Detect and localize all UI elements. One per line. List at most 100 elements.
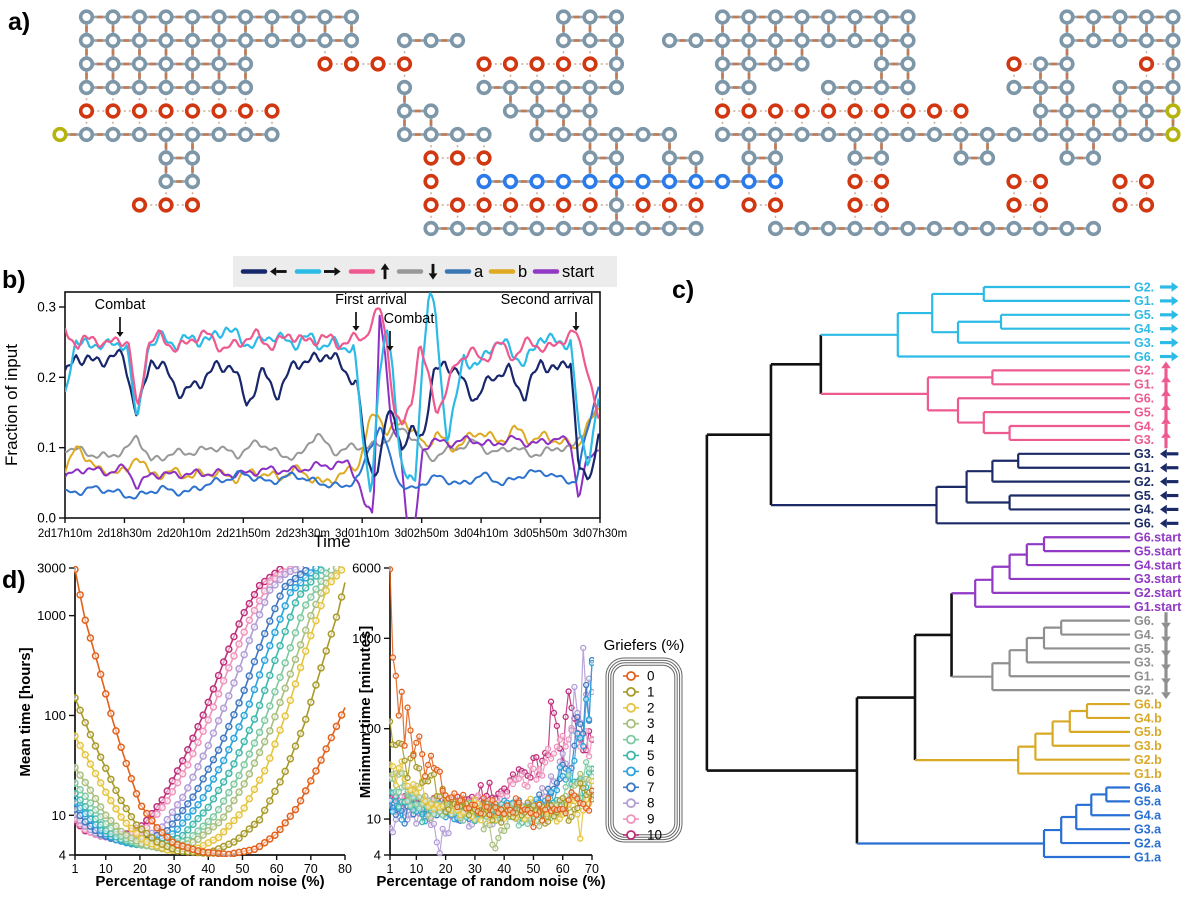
minimum-time-marker [436, 768, 443, 775]
mean-time-marker [250, 820, 259, 829]
mean-time-marker [132, 829, 141, 838]
mean-time-marker [189, 807, 197, 815]
d-right-x-tick: 20 [439, 862, 453, 876]
mean-time-marker [307, 611, 315, 620]
mean-time-marker [173, 779, 182, 787]
mean-time-marker [96, 803, 105, 811]
b-legend-down-arrow-icon [428, 263, 438, 280]
minimum-time-marker [489, 796, 496, 804]
network-node [1085, 150, 1102, 166]
mean-time-marker [276, 592, 284, 600]
network-node [476, 126, 492, 143]
mean-time-marker [337, 566, 346, 574]
minimum-time-marker [580, 743, 587, 750]
mean-time-marker [332, 572, 341, 580]
leaf-arrow-up-icon [1161, 430, 1171, 449]
mean-time-marker [286, 812, 295, 820]
network-node [449, 32, 466, 49]
network-node [608, 197, 625, 213]
mean-time-marker [178, 793, 187, 802]
d-right-y-tick: 10 [367, 812, 381, 827]
network-node [158, 9, 174, 25]
mean-time-marker [209, 795, 218, 803]
network-node [1006, 173, 1022, 190]
minimum-time-marker [413, 789, 420, 797]
mean-time-marker [189, 831, 197, 840]
network-node [1059, 150, 1075, 166]
minimum-time-marker [480, 826, 487, 833]
network-node [184, 56, 201, 72]
mean-time-marker [301, 626, 310, 634]
mean-time-marker [168, 820, 177, 828]
minimum-time-marker [588, 735, 594, 743]
network-node [105, 56, 121, 72]
minimum-time-marker [460, 809, 467, 816]
mean-time-marker [291, 742, 300, 750]
minimum-time-marker [574, 811, 581, 818]
panel-d-min-time-plot: 6000 1000 100 10 41 10 20 30 40 50 60 70 [352, 561, 599, 877]
network-node [820, 220, 837, 237]
mean-time-marker [86, 809, 95, 817]
panel-d-mean-time-plot: 3000 1000 100 10 41 10 20 30 40 50 60 70 80 [37, 561, 352, 877]
mean-time-marker [286, 644, 295, 652]
minimum-time-marker [471, 801, 479, 809]
minimum-time-marker [503, 802, 511, 809]
network-node [476, 150, 492, 166]
mean-time-marker [199, 809, 207, 817]
mean-time-marker [209, 823, 218, 831]
minimum-time-marker [547, 698, 555, 705]
mean-time-marker [219, 756, 228, 765]
griefers-swatch-marker-icon [626, 814, 636, 824]
mean-time-marker [91, 742, 100, 750]
network-node [1032, 197, 1049, 213]
network-node [661, 126, 678, 143]
minimum-time-marker [407, 802, 414, 809]
dendrogram-leaf-label: G1. [1134, 461, 1154, 475]
b-x-tick: 3d01h10m [335, 528, 389, 540]
mean-time-marker [271, 740, 279, 748]
minimum-time-marker [474, 792, 481, 799]
network-node [1085, 103, 1102, 119]
minimum-time-marker [486, 811, 493, 818]
mean-time-marker [250, 657, 259, 666]
dendrogram-leaf-label: G6. [1134, 350, 1154, 364]
network-node [847, 173, 863, 190]
dendrogram-leaf-label: G2.start [1134, 586, 1182, 600]
network-node [794, 32, 810, 49]
minimum-time-marker [451, 790, 458, 797]
network-node [1112, 197, 1128, 213]
mean-time-marker [81, 616, 90, 624]
mean-time-marker [230, 679, 238, 687]
mean-time-marker [189, 820, 197, 829]
mean-time-marker [112, 805, 120, 813]
mean-time-marker [76, 591, 84, 599]
minimum-time-marker [582, 681, 590, 689]
minimum-time-marker [416, 765, 423, 772]
mean-time-marker [296, 729, 305, 738]
network-node [767, 173, 784, 190]
network-node [529, 197, 545, 213]
mean-time-marker [245, 636, 254, 645]
griefers-swatch-marker-icon [626, 766, 636, 777]
network-node [396, 126, 413, 143]
mean-time-marker [76, 796, 84, 804]
minimum-time-marker [550, 750, 558, 757]
minimum-time-marker [559, 732, 566, 740]
b-legend-item-label: start [562, 263, 595, 281]
mean-time-marker [255, 581, 264, 590]
d-right-x-tick: 1 [387, 862, 394, 876]
mean-time-marker [225, 769, 233, 778]
mean-time-marker [74, 789, 79, 798]
mean-time-marker [245, 616, 254, 624]
mean-time-marker [307, 578, 315, 586]
griefers-legend-entry-label: 5 [647, 748, 655, 763]
dendrogram-leaf-label: G4. [1134, 503, 1154, 517]
leaf-arrow-left-icon [1160, 504, 1179, 515]
network-node [211, 56, 227, 72]
mean-time-marker [250, 739, 259, 747]
mean-time-marker [178, 806, 187, 815]
mean-time-marker [327, 733, 336, 742]
network-node [343, 56, 360, 72]
minimum-time-marker [483, 803, 490, 810]
network-node [78, 79, 95, 96]
